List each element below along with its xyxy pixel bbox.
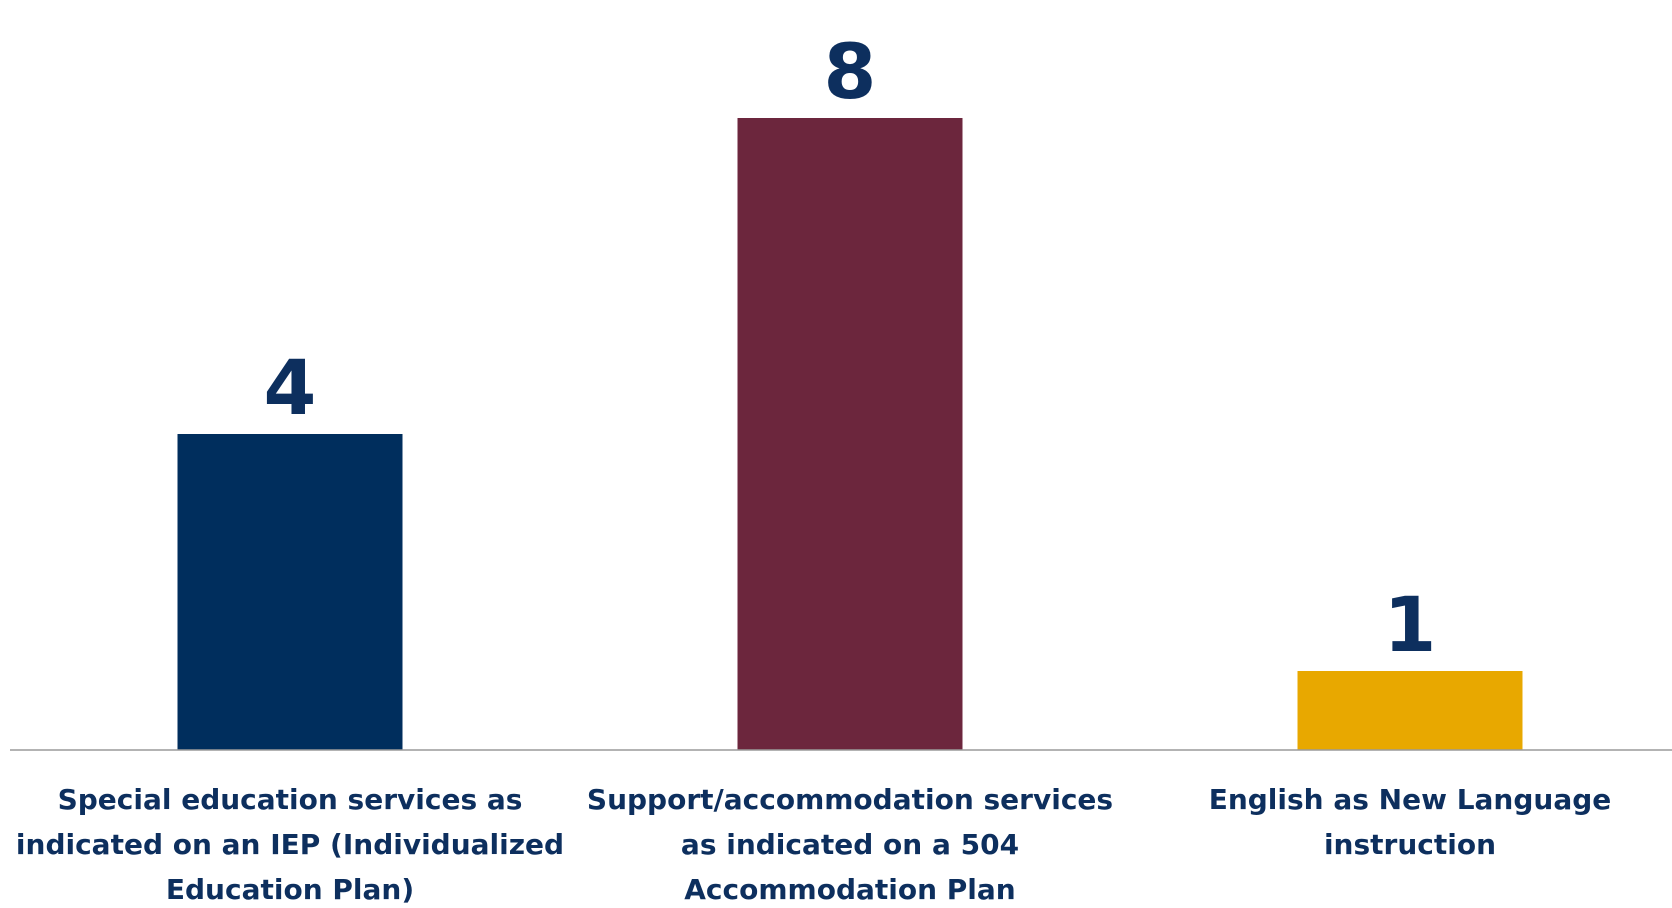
value-labels-layer: 4 8 1 — [264, 27, 1437, 669]
category-label-line: instruction — [1324, 828, 1496, 861]
bars-layer — [177, 118, 1523, 750]
data-label-2: 8 — [824, 27, 877, 116]
bar-2 — [737, 118, 963, 750]
category-label-line: Accommodation Plan — [684, 873, 1015, 906]
data-label-3: 1 — [1384, 580, 1437, 669]
category-label-line: Education Plan) — [166, 873, 414, 906]
category-label-3: English as New Language instruction — [1209, 783, 1612, 861]
category-labels-layer: Special education services as indicated o… — [16, 783, 1611, 906]
category-label-line: Support/accommodation services — [587, 783, 1113, 816]
bar-1 — [177, 434, 403, 750]
bar-3 — [1297, 671, 1523, 750]
category-label-2: Support/accommodation services as indicat… — [587, 783, 1113, 906]
data-label-1: 4 — [264, 343, 317, 432]
category-label-line: Special education services as — [58, 783, 523, 816]
category-label-line: English as New Language — [1209, 783, 1612, 816]
category-label-line: indicated on an IEP (Individualized — [16, 828, 564, 861]
category-label-1: Special education services as indicated o… — [16, 783, 564, 906]
category-label-line: as indicated on a 504 — [681, 828, 1019, 861]
